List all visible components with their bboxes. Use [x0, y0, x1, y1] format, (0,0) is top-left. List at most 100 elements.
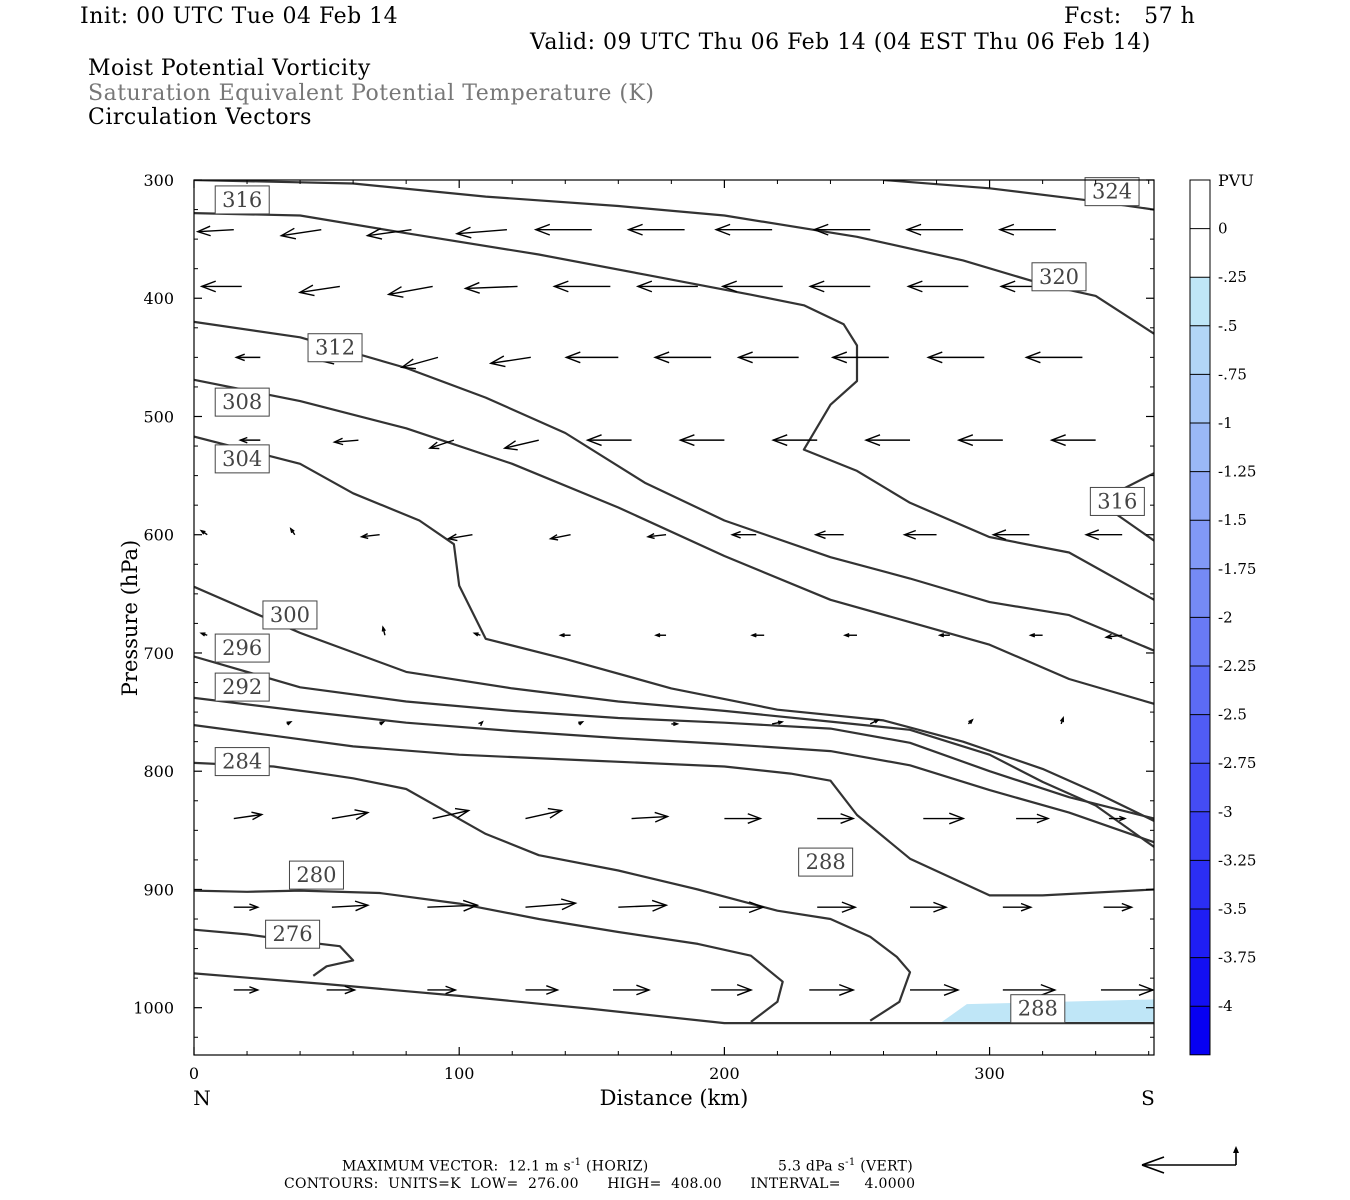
colorbar-swatch: [1190, 374, 1210, 423]
circulation-vector: [578, 721, 585, 726]
svg-text:292: 292: [222, 675, 262, 699]
colorbar-swatch: [1190, 423, 1210, 472]
circulation-vector: [195, 225, 234, 237]
colorbar-swatch: [1190, 180, 1210, 229]
colorbar-swatch: [1190, 957, 1210, 1007]
x-tick-label: 100: [444, 1064, 475, 1083]
circulation-vector: [750, 632, 765, 638]
circulation-vector: [400, 356, 439, 370]
init-time: Init: 00 UTC Tue 04 Feb 14: [80, 4, 399, 29]
contour-label-304: 304: [214, 444, 270, 474]
y-tick-label: 500: [143, 407, 174, 426]
circulation-vector: [428, 439, 455, 450]
contour-label-316: 316: [214, 185, 270, 215]
colorbar-level-label: -4: [1218, 997, 1233, 1015]
theta-contour-284: [194, 761, 912, 1022]
circulation-vector: [1108, 815, 1127, 822]
y-tick-label: 700: [143, 644, 174, 663]
x-tick-label: 200: [709, 1064, 740, 1083]
colorbar-swatch: [1190, 325, 1210, 375]
theta-contour-276: [194, 928, 355, 977]
circulation-vector: [869, 719, 881, 725]
circulation-vector: [525, 898, 578, 911]
circulation-vector: [1084, 529, 1123, 541]
circulation-vector: [817, 813, 856, 824]
theta-contour-296: [194, 655, 1154, 820]
svg-text:316: 316: [1097, 489, 1137, 513]
colorbar-swatch: [1190, 811, 1210, 861]
colorbar-swatch: [1190, 520, 1210, 569]
circulation-vector: [1100, 983, 1154, 996]
colorbar-level-label: -1.25: [1218, 463, 1256, 481]
svg-text:300: 300: [270, 603, 310, 627]
circulation-vector: [548, 534, 571, 541]
colorbar-unit: PVU: [1218, 171, 1254, 190]
circulation-vector: [724, 813, 763, 824]
circulation-vector: [864, 434, 911, 447]
svg-text:288: 288: [806, 850, 846, 874]
theta-contour-288: [194, 724, 1154, 897]
y-tick-label: 900: [143, 880, 174, 899]
max-horiz-vector: 12.1 m s: [508, 1158, 571, 1175]
x-end-label-south: S: [1141, 1086, 1155, 1110]
colorbar-swatch: [1190, 714, 1210, 764]
circulation-vector: [326, 985, 357, 995]
contour-label-292: 292: [214, 672, 270, 702]
colorbar-level-label: -1: [1218, 414, 1233, 432]
colorbar-swatch: [1190, 666, 1210, 715]
circulation-vector: [233, 903, 260, 912]
colorbar-swatch: [1190, 471, 1210, 521]
colorbar-swatch: [1190, 277, 1210, 326]
svg-text:284: 284: [222, 750, 262, 774]
circulation-vector: [427, 985, 458, 995]
max-vert-exponent: -1: [845, 1157, 856, 1168]
max-vector-info: MAXIMUM VECTOR: 12.1 m s-1 (HORIZ): [342, 1157, 649, 1175]
circulation-vector: [812, 223, 871, 236]
circulation-vector: [1104, 633, 1123, 640]
circulation-vector: [730, 530, 757, 539]
circulation-vector: [910, 901, 948, 913]
y-tick-label: 600: [143, 526, 174, 545]
svg-text:324: 324: [1092, 180, 1132, 204]
contour-label-312: 312: [307, 333, 363, 363]
max-vector-label: MAXIMUM VECTOR:: [342, 1158, 499, 1175]
field-title-mpv: Moist Potential Vorticity: [88, 56, 371, 81]
circulation-vector: [906, 280, 969, 293]
colorbar-swatch: [1190, 568, 1210, 618]
circulation-vector: [1059, 716, 1065, 725]
circulation-vector: [564, 351, 619, 364]
y-tick-label: 300: [143, 171, 174, 190]
circulation-vector: [552, 280, 611, 293]
theta-contour-308: [194, 378, 1154, 705]
circulation-vector: [830, 351, 889, 364]
circulation-vector: [199, 529, 208, 536]
svg-text:296: 296: [222, 636, 262, 660]
colorbar-swatch: [1190, 860, 1210, 909]
circulation-vector: [813, 530, 844, 540]
colorbar-level-label: -3.5: [1218, 900, 1247, 918]
circulation-vector: [533, 223, 592, 236]
circulation-vector: [427, 899, 480, 912]
circulation-vector: [233, 986, 260, 994]
circulation-vector: [502, 439, 539, 451]
circulation-vector: [381, 625, 386, 636]
field-title-circulation: Circulation Vectors: [88, 105, 312, 130]
circulation-vector: [720, 280, 783, 293]
colorbar-level-label: -3.75: [1218, 949, 1256, 967]
circulation-vector: [997, 223, 1056, 236]
colorbar-level-label: -.25: [1218, 268, 1247, 286]
circulation-vector: [525, 807, 564, 820]
contour-label-288: 288: [1010, 994, 1066, 1024]
colorbar-swatch: [1190, 909, 1210, 958]
circulation-vector: [432, 807, 471, 820]
circulation-vector: [1024, 351, 1083, 364]
circulation-vector: [365, 227, 412, 240]
circulation-vector: [1049, 434, 1096, 447]
circulation-vector: [1028, 632, 1043, 638]
svg-text:316: 316: [222, 188, 262, 212]
circulation-vector: [379, 721, 386, 726]
colorbar-level-label: -1.75: [1218, 560, 1256, 578]
theta-contour-320: [194, 180, 1154, 335]
y-tick-label: 1000: [133, 999, 174, 1018]
